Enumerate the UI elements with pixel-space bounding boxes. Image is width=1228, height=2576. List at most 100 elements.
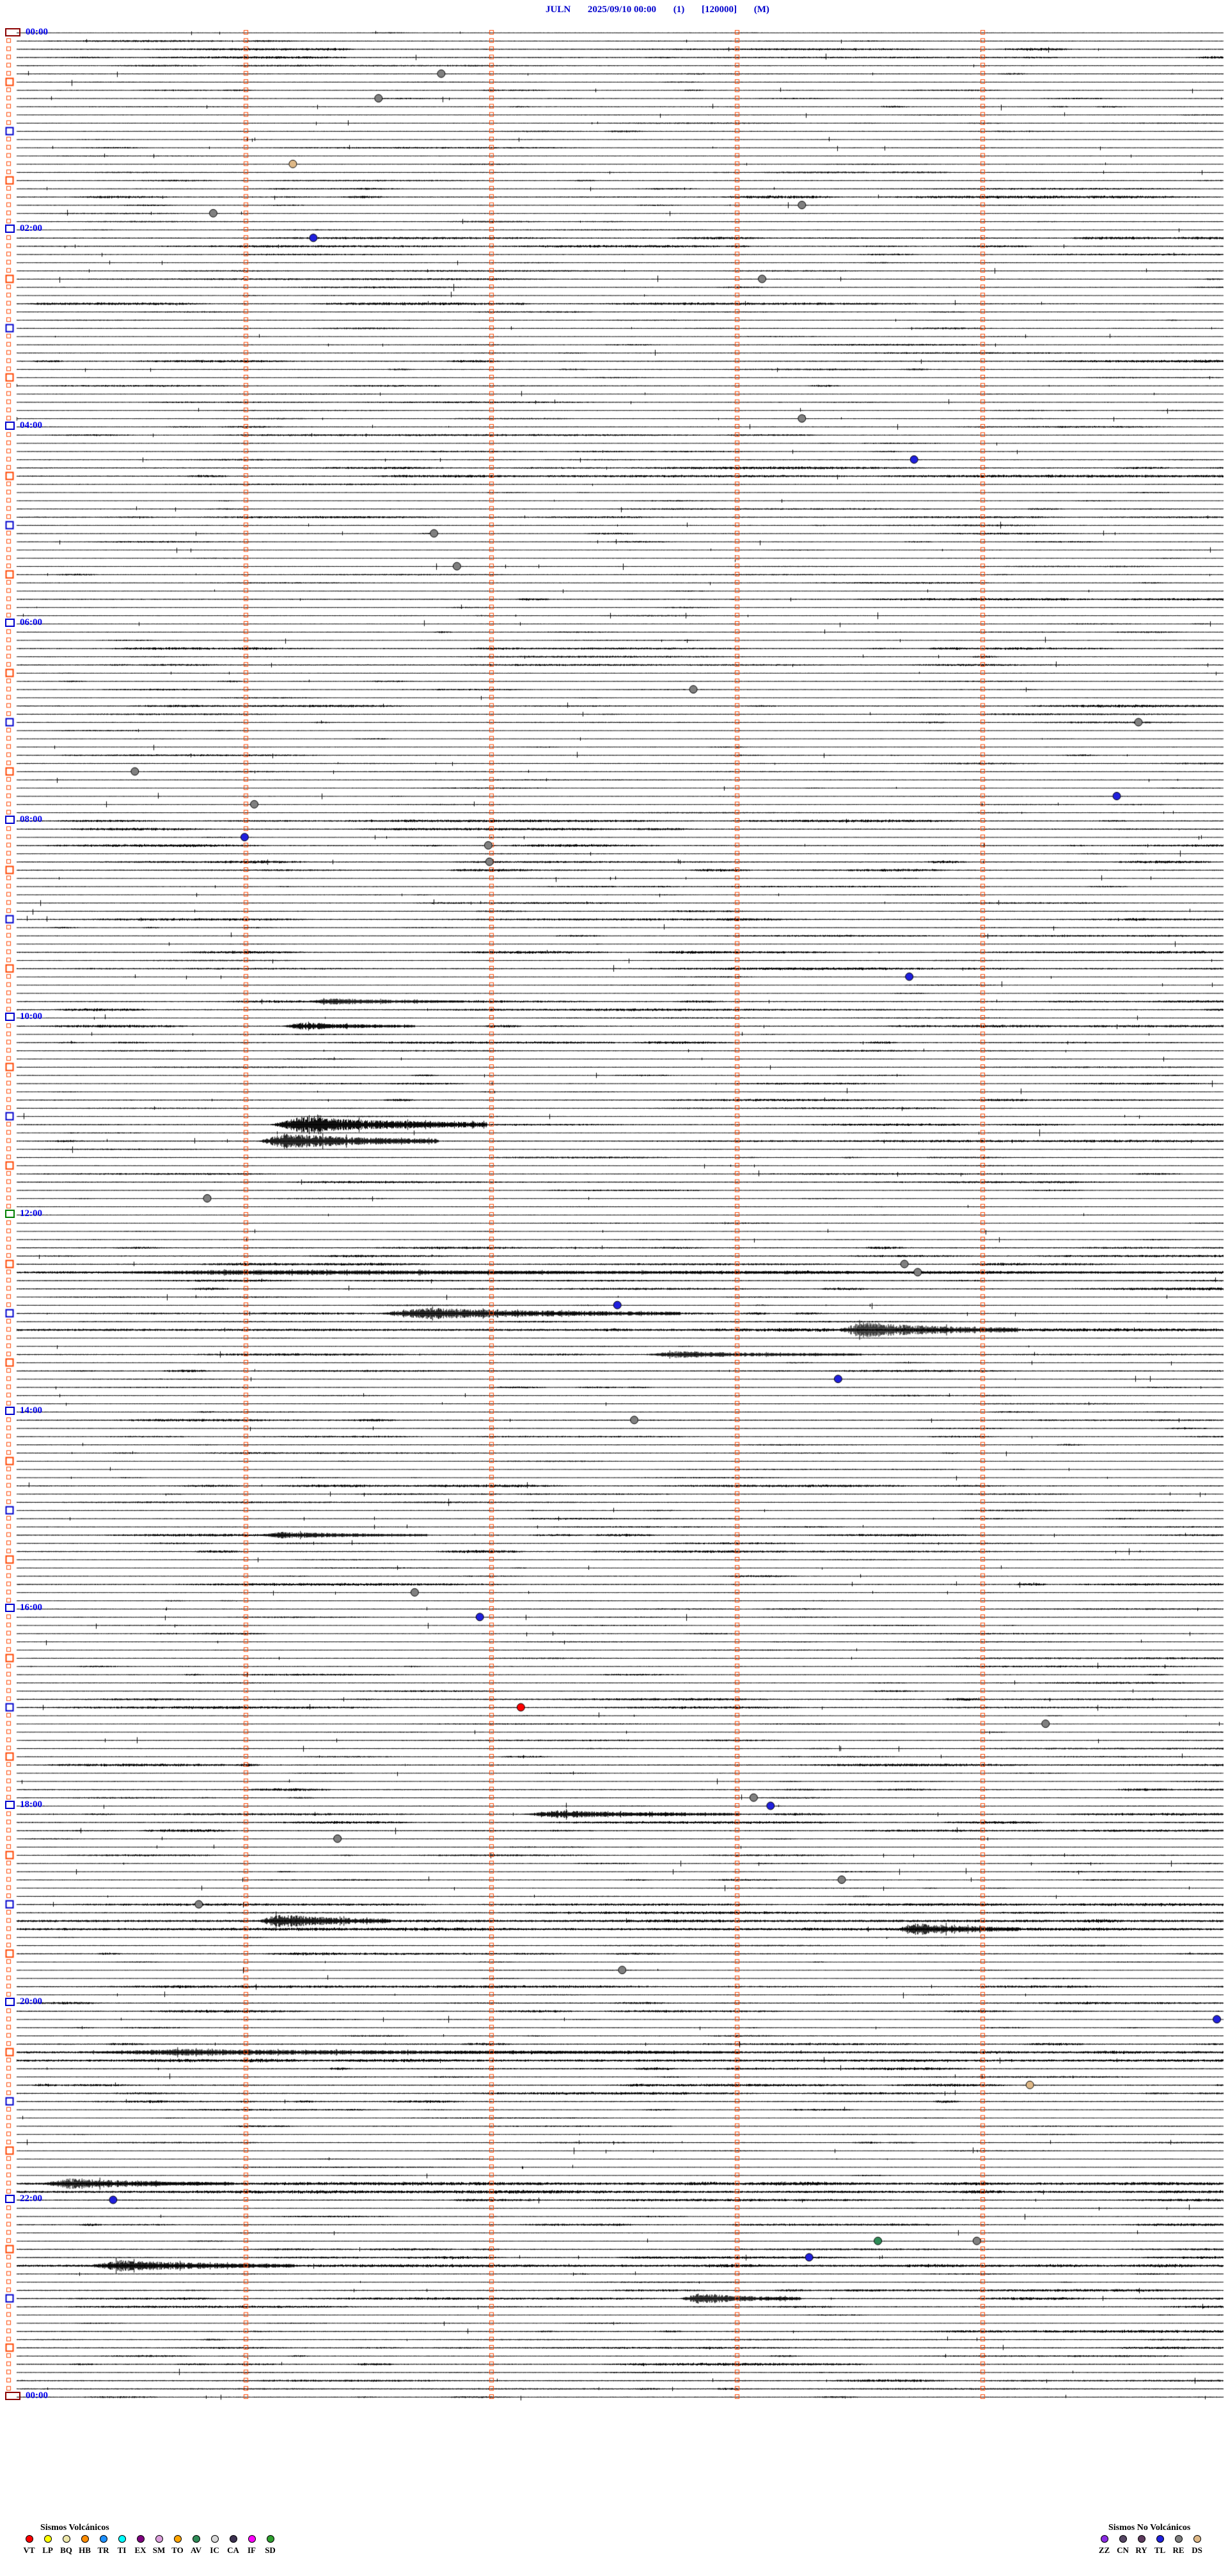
legend-dot-BQ [62, 2535, 70, 2543]
legend-item-VT: VT [20, 2535, 38, 2556]
chart-title: JULN 2025/09/10 00:00 (1) [120000] (M) [546, 4, 769, 15]
time-label-box [5, 1801, 15, 1810]
legend-code-AV: AV [190, 2545, 202, 2555]
legend-code-IC: IC [210, 2545, 219, 2555]
legend-dot-TL [1156, 2535, 1164, 2543]
legend-dot-EX [136, 2535, 145, 2543]
time-label-text: 18:00 [20, 1799, 42, 1810]
legend-code-CN: CN [1117, 2545, 1129, 2555]
time-label-2200-11: 22:00 [5, 2193, 42, 2204]
time-label-box [5, 1604, 15, 1613]
time-label-text: 08:00 [20, 814, 42, 825]
amplitude-scale: [120000] [702, 4, 737, 15]
unit-flag: (M) [753, 4, 769, 15]
time-label-text: 00:00 [26, 26, 48, 37]
legend-dot-ZZ [1100, 2535, 1108, 2543]
legend-code-TR: TR [97, 2545, 109, 2555]
time-label-text: 22:00 [20, 2193, 42, 2204]
time-label-text: 04:00 [20, 420, 42, 431]
legend-item-IF: IF [242, 2535, 261, 2556]
time-label-text: 12:00 [20, 1208, 42, 1219]
legend-code-TL: TL [1154, 2545, 1166, 2555]
time-label-2000-10: 20:00 [5, 1996, 42, 2007]
time-label-box [5, 816, 15, 825]
time-label-text: 14:00 [20, 1405, 42, 1416]
time-label-text: 02:00 [20, 223, 42, 234]
time-label-0000-0: 00:00 [5, 26, 48, 37]
legend-code-TO: TO [171, 2545, 184, 2555]
legend-non-volcanic-title: Sismos No Volcánicos [1108, 2523, 1191, 2533]
legend-dot-SD [266, 2535, 274, 2543]
legend-item-CA: CA [224, 2535, 242, 2556]
legend-code-ZZ: ZZ [1098, 2545, 1110, 2555]
legend-code-RY: RY [1135, 2545, 1147, 2555]
legend-dot-SM [155, 2535, 163, 2543]
legend-item-EX: EX [131, 2535, 150, 2556]
time-label-1000-5: 10:00 [5, 1011, 42, 1022]
time-label-box [5, 225, 15, 233]
legend-item-IC: IC [205, 2535, 224, 2556]
legend-dot-CA [229, 2535, 237, 2543]
legend-item-DS: DS [1188, 2535, 1206, 2556]
legend-dot-IF [248, 2535, 256, 2543]
legend-item-RY: RY [1132, 2535, 1151, 2556]
legend-code-SM: SM [152, 2545, 166, 2555]
legend-code-VT: VT [23, 2545, 35, 2555]
time-label-box [5, 422, 15, 431]
legend-code-EX: EX [134, 2545, 146, 2555]
time-label-0200-1: 02:00 [5, 223, 42, 234]
legend-code-RE: RE [1172, 2545, 1185, 2555]
legend-code-SD: SD [265, 2545, 276, 2555]
time-label-box [5, 1210, 15, 1219]
time-label-0800-4: 08:00 [5, 814, 42, 825]
legend-dot-LP [43, 2535, 52, 2543]
time-label-1200-6: 12:00 [5, 1208, 42, 1219]
station-code: JULN [546, 4, 571, 15]
time-label-0600-3: 06:00 [5, 617, 42, 628]
legend-item-SM: SM [150, 2535, 168, 2556]
legend-item-RE: RE [1169, 2535, 1188, 2556]
start-datetime: 2025/09/10 00:00 [587, 4, 657, 15]
legend-code-HB: HB [79, 2545, 91, 2555]
time-label-text: 10:00 [20, 1011, 42, 1022]
legend-item-TR: TR [94, 2535, 113, 2556]
legend-code-LP: LP [42, 2545, 53, 2555]
legend-code-TI: TI [117, 2545, 127, 2555]
time-label-text: 20:00 [20, 1996, 42, 2007]
time-label-1400-7: 14:00 [5, 1405, 42, 1416]
time-label-box [5, 619, 15, 628]
time-label-text: 16:00 [20, 1602, 42, 1613]
time-label-text: 00:00 [26, 2390, 48, 2401]
legend-item-ZZ: ZZ [1095, 2535, 1114, 2556]
legend-code-IF: IF [248, 2545, 256, 2555]
time-label-1800-9: 18:00 [5, 1799, 42, 1810]
legend-item-TO: TO [168, 2535, 187, 2556]
legend-dot-TO [173, 2535, 182, 2543]
legend-item-LP: LP [38, 2535, 57, 2556]
page-count: (1) [673, 4, 685, 15]
legend-item-BQ: BQ [57, 2535, 75, 2556]
legend-dot-VT [25, 2535, 33, 2543]
legend-dot-AV [192, 2535, 200, 2543]
legend-code-DS: DS [1192, 2545, 1202, 2555]
time-label-text: 06:00 [20, 617, 42, 628]
legend-item-HB: HB [75, 2535, 94, 2556]
legend-item-CN: CN [1114, 2535, 1132, 2556]
time-label-box [5, 1013, 15, 1022]
legend-dot-RY [1137, 2535, 1145, 2543]
legend-item-SD: SD [261, 2535, 279, 2556]
legend-item-AV: AV [187, 2535, 205, 2556]
legend-dot-CN [1119, 2535, 1127, 2543]
time-label-box [5, 2195, 15, 2204]
legend-dot-DS [1193, 2535, 1201, 2543]
legend-volcanic-title: Sismos Volcánicos [40, 2523, 109, 2533]
legend-dot-TR [99, 2535, 107, 2543]
legend-code-CA: CA [227, 2545, 239, 2555]
legend-dot-RE [1174, 2535, 1183, 2543]
time-label-box [5, 2392, 20, 2401]
time-label-box [5, 1998, 15, 2007]
time-label-1600-8: 16:00 [5, 1602, 42, 1613]
time-label-0000-12: 00:00 [5, 2390, 48, 2401]
